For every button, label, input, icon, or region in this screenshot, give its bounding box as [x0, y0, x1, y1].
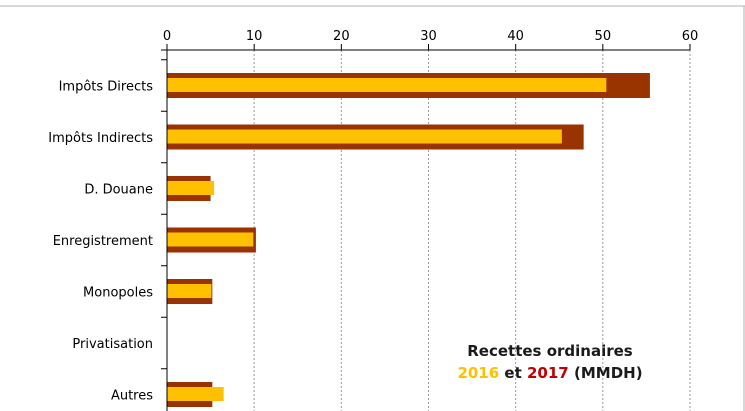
- y-category-label: Impôts Directs: [59, 80, 154, 95]
- x-tick-label: 30: [420, 29, 437, 44]
- bars-group: [167, 73, 650, 407]
- axes-group: [161, 44, 691, 411]
- y-category-label: Enregistrement: [53, 234, 153, 249]
- bar-2016: [167, 232, 254, 247]
- legend-title: Recettes ordinaires: [467, 342, 633, 360]
- x-tick-label: 60: [682, 29, 699, 44]
- y-category-label: Autres: [111, 389, 153, 404]
- bar-2016: [167, 129, 562, 144]
- x-tick-label: 10: [246, 29, 263, 44]
- chart-legend: Recettes ordinaires 2016 et 2017 (MMDH): [430, 340, 670, 384]
- legend-year-2016: 2016: [457, 364, 500, 382]
- y-category-labels: Impôts Directs Impôts Indirects D. Douane E…: [48, 80, 153, 404]
- y-category-label: D. Douane: [84, 183, 153, 198]
- y-category-label: Monopoles: [83, 286, 153, 301]
- x-tick-labels: 0 10 20 30 40 50 60: [163, 29, 698, 44]
- legend-years: 2016 et 2017 (MMDH): [430, 362, 670, 384]
- bar-2016: [167, 284, 212, 298]
- x-tick-label: 50: [595, 29, 612, 44]
- y-category-label: Impôts Indirects: [48, 131, 153, 146]
- x-tick-label: 0: [163, 29, 171, 44]
- bar-2016: [167, 387, 224, 401]
- legend-connector: et: [504, 364, 522, 382]
- legend-unit: (MMDH): [573, 364, 643, 382]
- x-tick-label: 40: [507, 29, 524, 44]
- legend-year-2017: 2017: [527, 364, 569, 382]
- bar-2016: [167, 181, 215, 195]
- bar-2016: [167, 78, 607, 92]
- y-category-label: Privatisation: [72, 337, 153, 352]
- x-tick-label: 20: [333, 29, 350, 44]
